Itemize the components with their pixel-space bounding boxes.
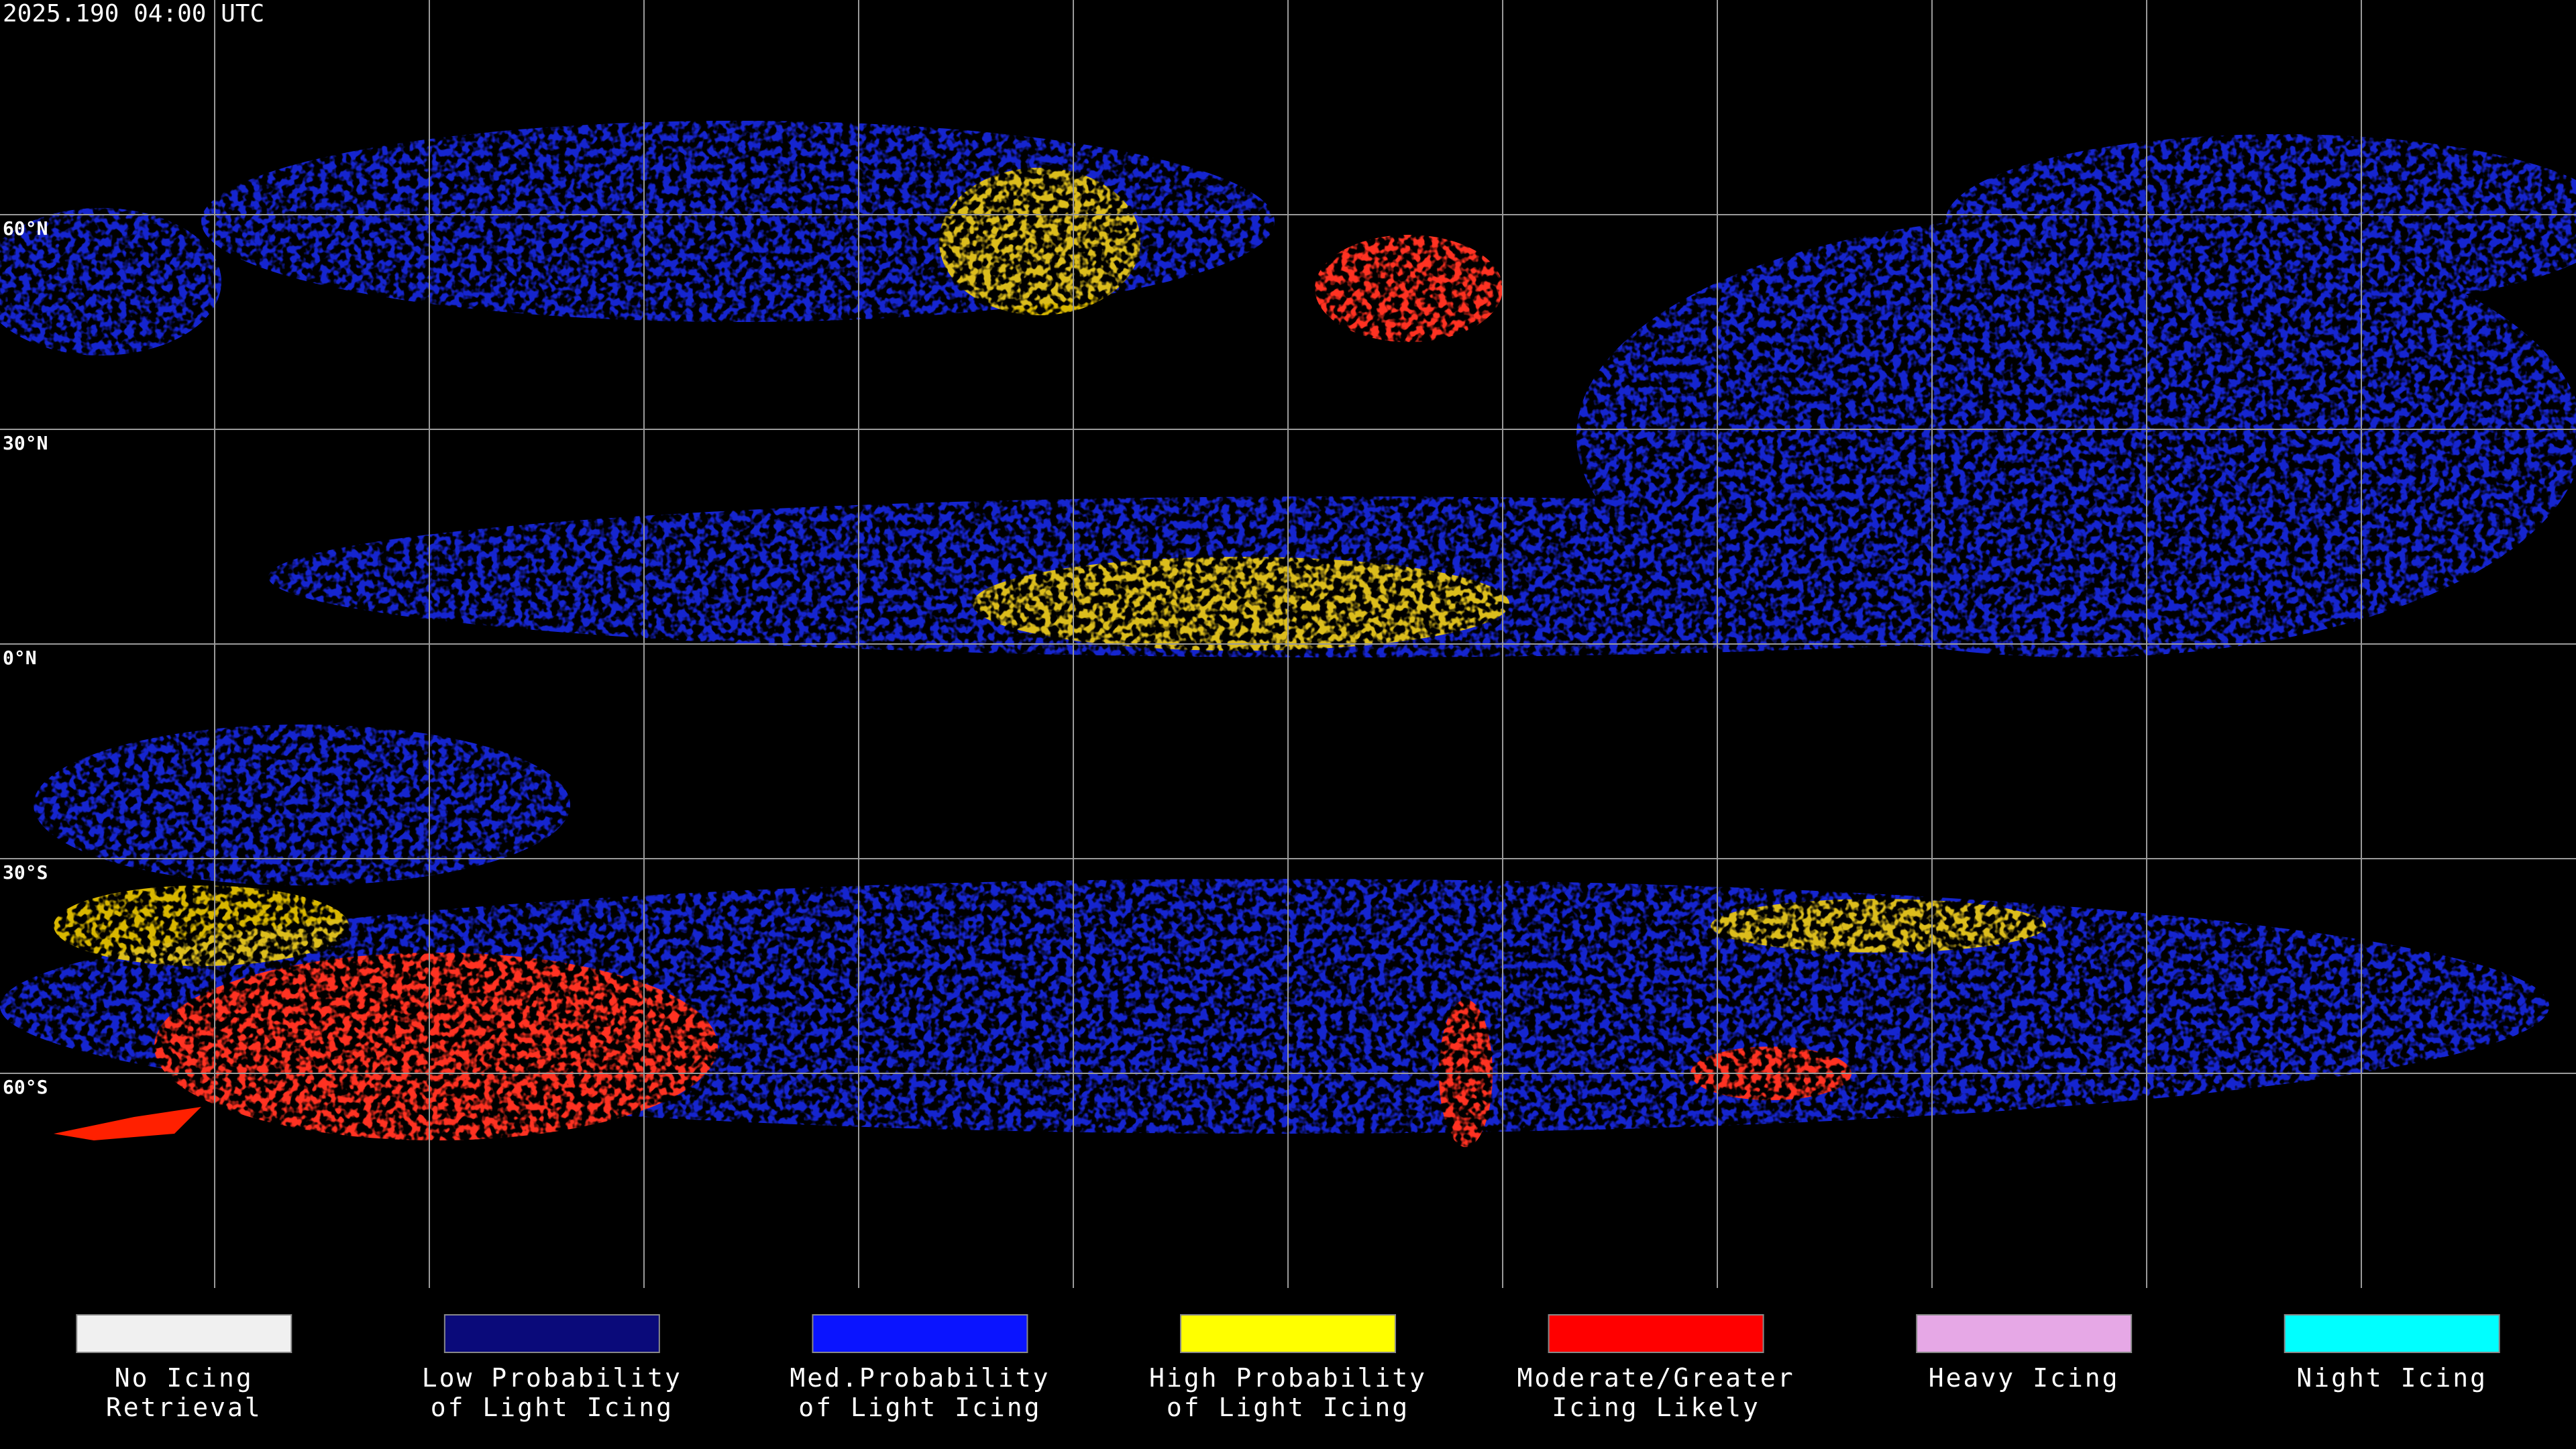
antarctic-red-patch: [54, 1107, 201, 1140]
legend-label: Low Probability: [422, 1363, 682, 1393]
legend-label: Heavy Icing: [1929, 1363, 2120, 1393]
legend-label: Moderate/Greater: [1517, 1363, 1795, 1393]
legend-swatch: [1548, 1314, 1764, 1353]
legend-label: Icing Likely: [1552, 1393, 1760, 1422]
lat-label: 30°S: [3, 861, 48, 883]
legend-label: Retrieval: [106, 1393, 262, 1422]
lat-label: 60°S: [3, 1076, 48, 1098]
lat-label: 0°N: [3, 647, 37, 669]
graticule: [0, 0, 2576, 1288]
timestamp: 2025.190 04:00 UTC: [3, 0, 264, 28]
lat-label: 30°N: [3, 432, 48, 454]
icing-imagery: [0, 121, 2576, 1147]
legend-label: High Probability: [1149, 1363, 1427, 1393]
legend-label: of Light Icing: [798, 1393, 1041, 1422]
lat-label: 60°N: [3, 217, 48, 239]
legend-swatch: [1180, 1314, 1396, 1353]
legend-swatch: [812, 1314, 1028, 1353]
lat-labels: 60°N 30°N 0°N 30°S 60°S: [3, 217, 48, 1098]
legend-swatch: [2284, 1314, 2500, 1353]
legend-swatch: [1916, 1314, 2133, 1353]
legend-label: Night Icing: [2296, 1363, 2487, 1393]
legend-swatch: [443, 1314, 660, 1353]
legend-label: of Light Icing: [1167, 1393, 1409, 1422]
legend-label: Med.Probability: [790, 1363, 1050, 1393]
legend-swatch: [76, 1314, 292, 1353]
legend-label: No Icing: [115, 1363, 254, 1393]
legend-label: of Light Icing: [431, 1393, 674, 1422]
